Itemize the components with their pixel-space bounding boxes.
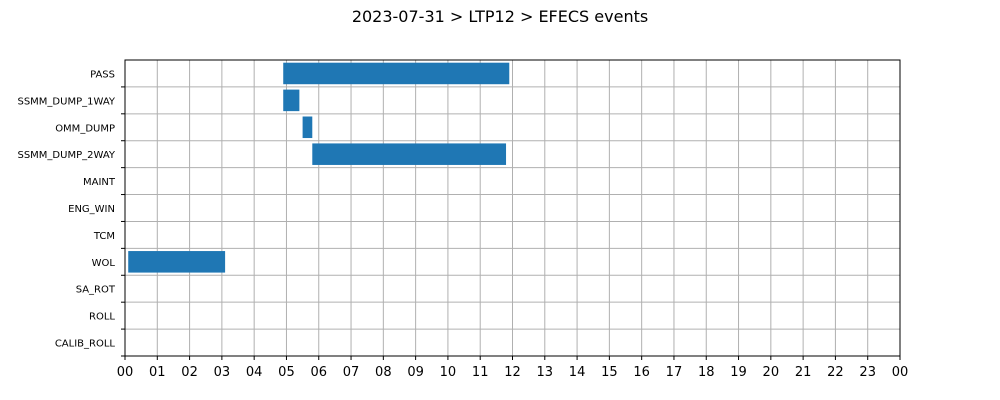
x-tick-label: 03	[214, 365, 231, 380]
x-tick-label: 19	[730, 365, 747, 380]
x-tick-label: 04	[246, 365, 263, 380]
x-axis: 00 01 02 03 04 05 06 07 08 09 10 11 12 13 14 15 16 17 18 19…	[117, 356, 909, 380]
x-tick-label: 16	[633, 365, 650, 380]
x-tick-label: 12	[504, 365, 521, 380]
x-tick-label: 05	[278, 365, 295, 380]
event-bar-ssmm-dump-1way	[283, 89, 300, 112]
x-tick-label: 23	[859, 365, 876, 380]
y-tick-label: OMM_DUMP	[55, 123, 115, 134]
bar-layer	[128, 62, 510, 273]
x-tick-label: 18	[698, 365, 715, 380]
y-tick-label: SA_ROT	[76, 285, 116, 296]
y-tick-label: SSMM_DUMP_1WAY	[17, 96, 115, 107]
y-tick-label: CALIB_ROLL	[55, 339, 116, 350]
y-tick-label: ENG_WIN	[68, 204, 115, 215]
event-bar-pass	[283, 62, 510, 85]
y-tick-label: WOL	[92, 258, 116, 269]
event-bar-wol	[128, 251, 226, 273]
y-tick-label: PASS	[90, 69, 115, 80]
x-tick-label: 11	[472, 365, 489, 380]
x-tick-label: 21	[795, 365, 812, 380]
chart-title: 2023-07-31 > LTP12 > EFECS events	[352, 7, 648, 26]
x-tick-label: 09	[407, 365, 424, 380]
x-tick-label: 20	[763, 365, 780, 380]
x-tick-label: 22	[827, 365, 844, 380]
x-tick-label: 02	[181, 365, 198, 380]
x-tick-label: 08	[375, 365, 392, 380]
x-tick-label: 06	[310, 365, 327, 380]
y-tick-label: MAINT	[83, 177, 116, 188]
y-tick-label: TCM	[93, 231, 115, 242]
event-bar-omm-dump	[302, 116, 313, 139]
event-bar-ssmm-dump-2way	[312, 143, 507, 165]
x-tick-label: 14	[569, 365, 586, 380]
x-tick-label: 15	[601, 365, 618, 380]
y-tick-label: ROLL	[89, 312, 115, 323]
y-axis: PASS SSMM_DUMP_1WAY OMM_DUMP SSMM_DUMP_2WAY…	[17, 69, 125, 357]
grid-layer	[124, 60, 901, 357]
y-tick-label: SSMM_DUMP_2WAY	[17, 150, 115, 161]
x-tick-label: 13	[537, 365, 554, 380]
x-tick-label: 07	[343, 365, 360, 380]
x-tick-label: 00	[117, 365, 134, 380]
x-tick-label: 00	[892, 365, 909, 380]
x-tick-label: 17	[666, 365, 683, 380]
x-tick-label: 10	[440, 365, 457, 380]
x-tick-label: 01	[149, 365, 166, 380]
